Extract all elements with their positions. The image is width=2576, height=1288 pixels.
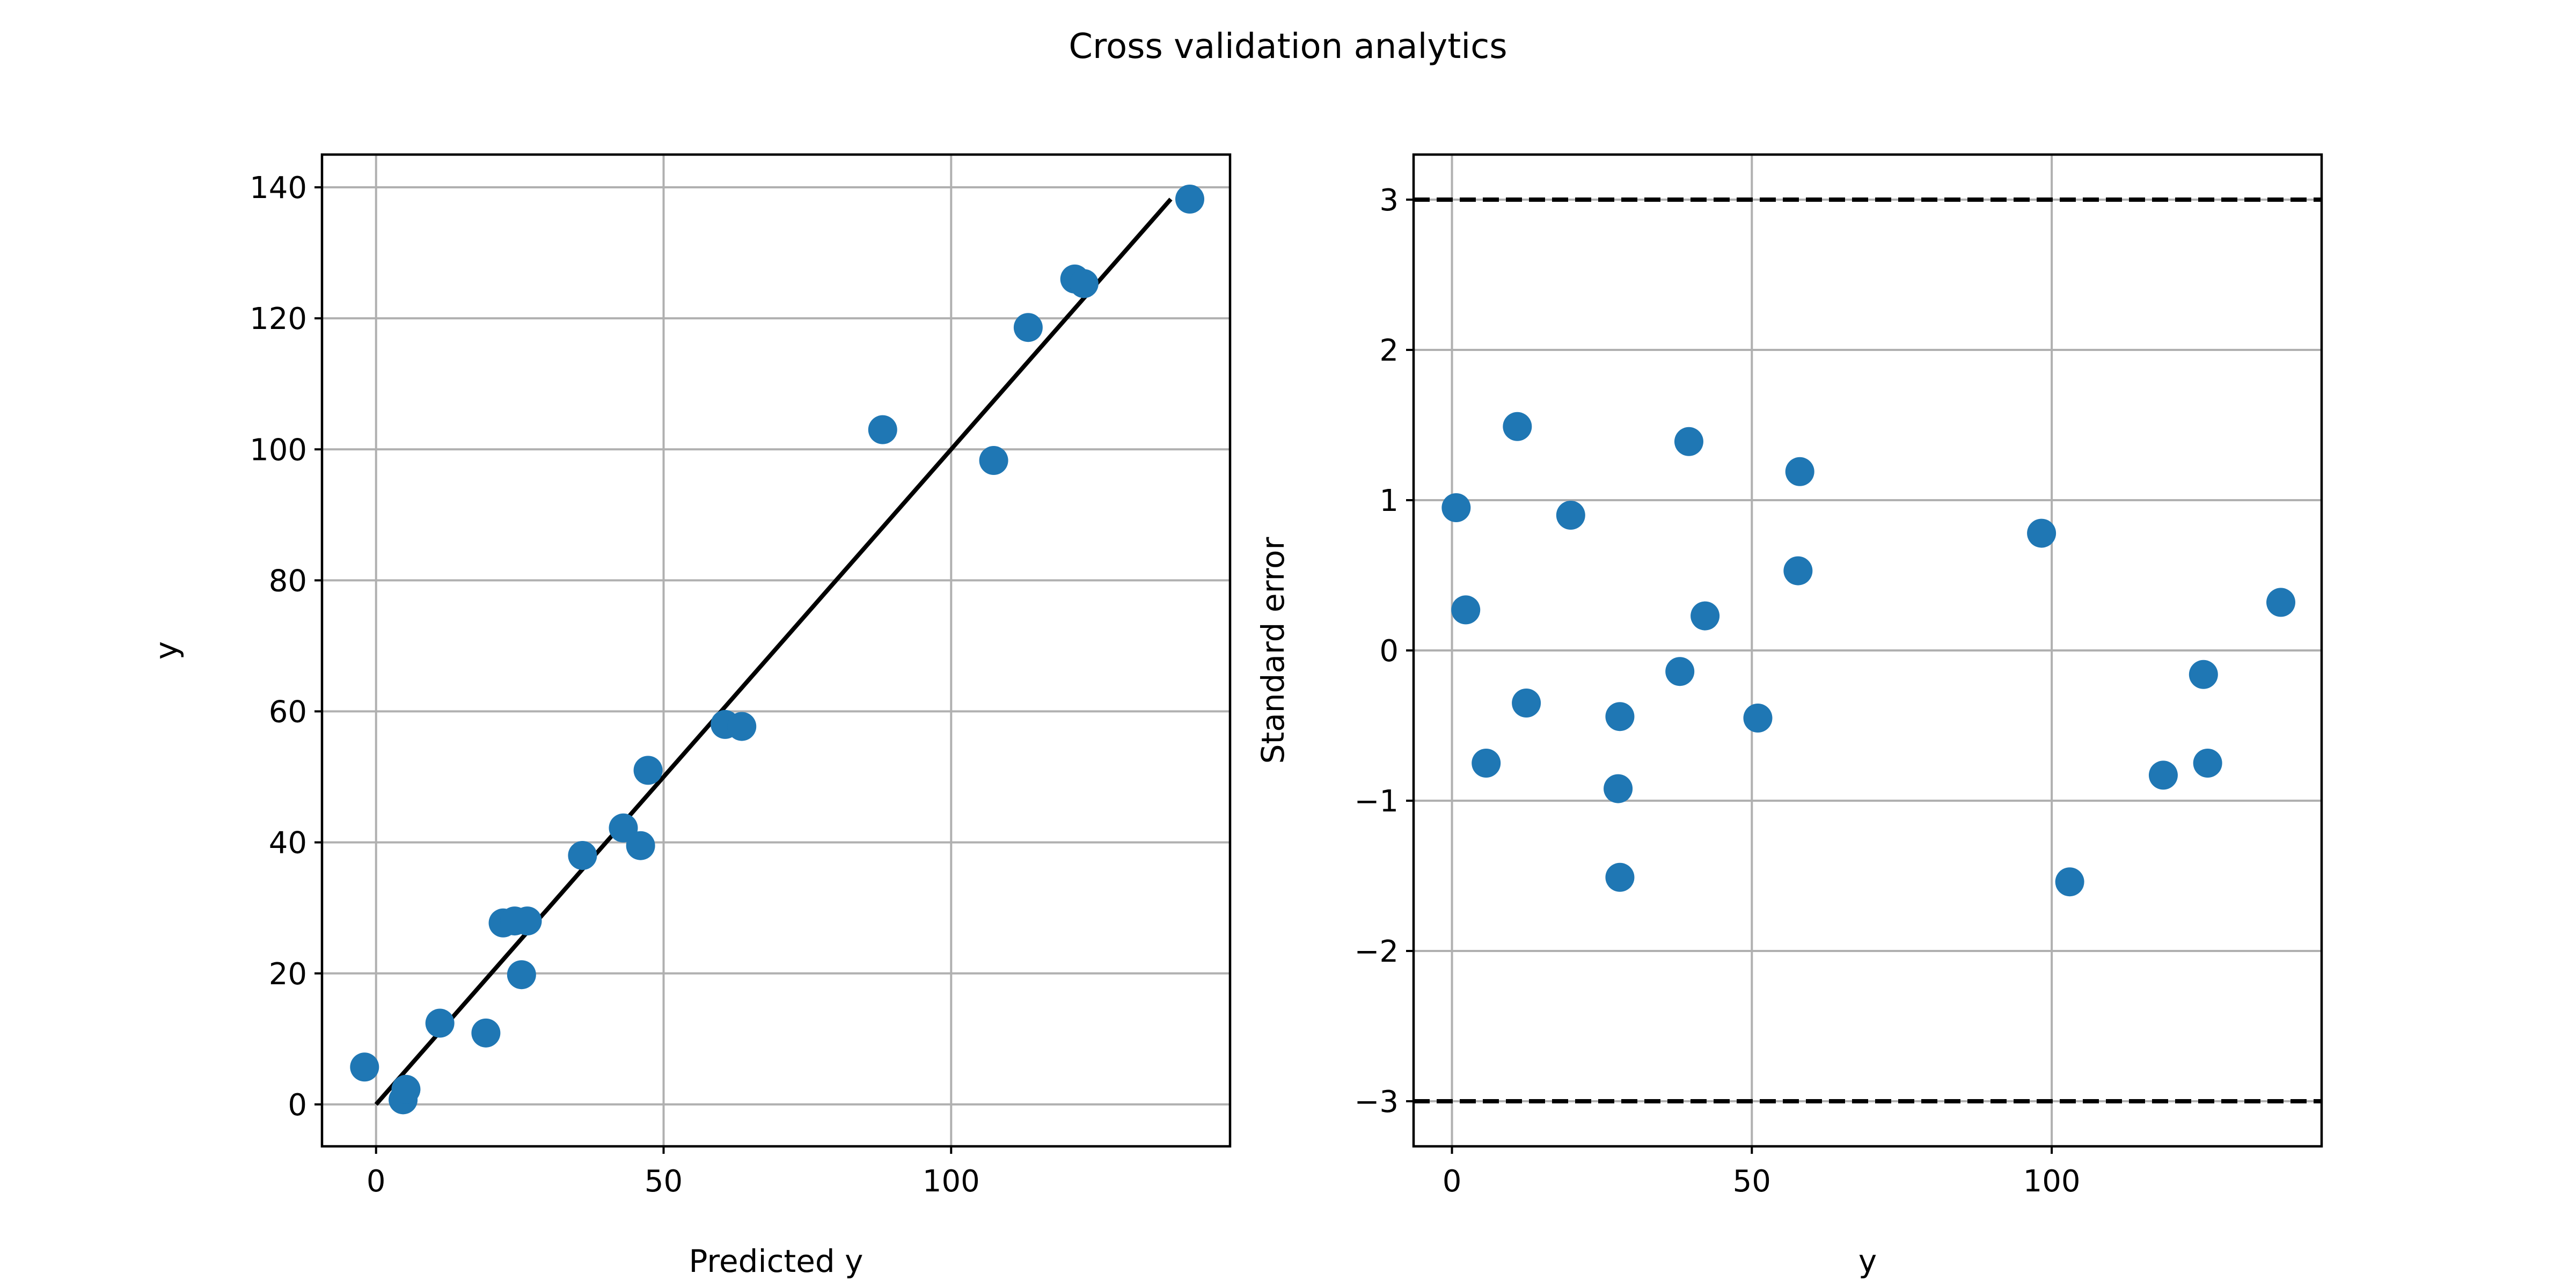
data-point [1451,595,1481,625]
data-point [868,415,897,444]
data-point [2193,749,2222,778]
y-tick-label: 140 [250,171,307,206]
data-point [1665,657,1695,686]
data-point [1069,269,1099,298]
y-tick-label: 40 [269,826,307,861]
plot-frame [320,153,1232,1148]
data-point [471,1018,501,1048]
x-tick-label: 0 [367,1164,386,1199]
scatter-series [350,185,1204,1115]
y-tick-label: −3 [1354,1085,1399,1119]
data-point [1013,313,1043,342]
data-point [979,446,1008,475]
data-point [568,841,597,870]
x-tick-label: 100 [923,1164,980,1199]
data-point [1441,493,1471,522]
x-tick-label: 100 [2023,1164,2081,1199]
y-tick-label: 2 [1379,333,1399,368]
data-point [1690,601,1720,631]
data-point [2055,867,2084,897]
data-point [2148,760,2178,790]
data-point [1785,457,1814,486]
figure-title: Cross validation analytics [1069,27,1507,67]
reference-line [374,197,1173,1106]
data-point [391,1074,421,1104]
y-tick-label: −1 [1354,784,1399,819]
y-tick-label: 80 [269,564,307,598]
y-tick-label: 3 [1379,183,1399,218]
data-point [1674,427,1703,456]
data-point [2027,518,2057,548]
scatter-series [1414,197,2322,1103]
data-point [1783,556,1813,586]
y-tick-label: −2 [1354,934,1399,969]
data-point [633,756,663,785]
data-point [1605,702,1635,731]
data-point [1605,862,1635,892]
y-tick-label: 60 [269,695,307,730]
data-point [626,831,655,860]
grid [1414,155,2322,1146]
y-tick-label: 1 [1379,484,1399,518]
x-tick-label: 50 [645,1164,683,1199]
data-point [2189,660,2218,689]
tick-marks [314,186,953,1154]
data-point [507,960,536,990]
predicted-vs-actual-panel: 0 50 100 0 20 40 60 80 100 120 140 Predicted y y [148,153,1232,1279]
tick-labels: 0 50 100 −3 −2 −1 0 1 2 3 [1354,183,2080,1199]
data-point [1503,412,1532,441]
data-point [350,1052,379,1082]
y-tick-label: 0 [1379,634,1399,669]
y-tick-label: 0 [288,1088,307,1123]
data-point [1743,704,1773,733]
data-point [1472,749,1501,778]
data-point [1175,185,1204,214]
x-axis-label: y [1858,1243,1877,1279]
y-tick-label: 20 [269,957,307,992]
data-point [513,906,542,936]
grid [322,155,1230,1146]
x-tick-label: 50 [1733,1164,1771,1199]
tick-labels: 0 50 100 0 20 40 60 80 100 120 140 [250,171,980,1199]
data-point [425,1008,455,1038]
y-axis-label: Standard error [1255,537,1291,764]
y-axis-label: y [148,641,185,660]
y-tick-label: 100 [250,433,307,467]
standard-error-panel: 0 50 100 −3 −2 −1 0 1 2 3 y Standard error [1255,153,2323,1279]
data-point [1604,774,1633,803]
y-tick-label: 120 [250,302,307,336]
data-point [727,712,757,741]
data-point [1512,689,1541,718]
x-axis-label: Predicted y [689,1243,863,1279]
x-tick-label: 0 [1443,1164,1462,1199]
data-point [1556,501,1585,530]
tick-marks [1406,199,2053,1154]
data-point [2266,588,2296,617]
